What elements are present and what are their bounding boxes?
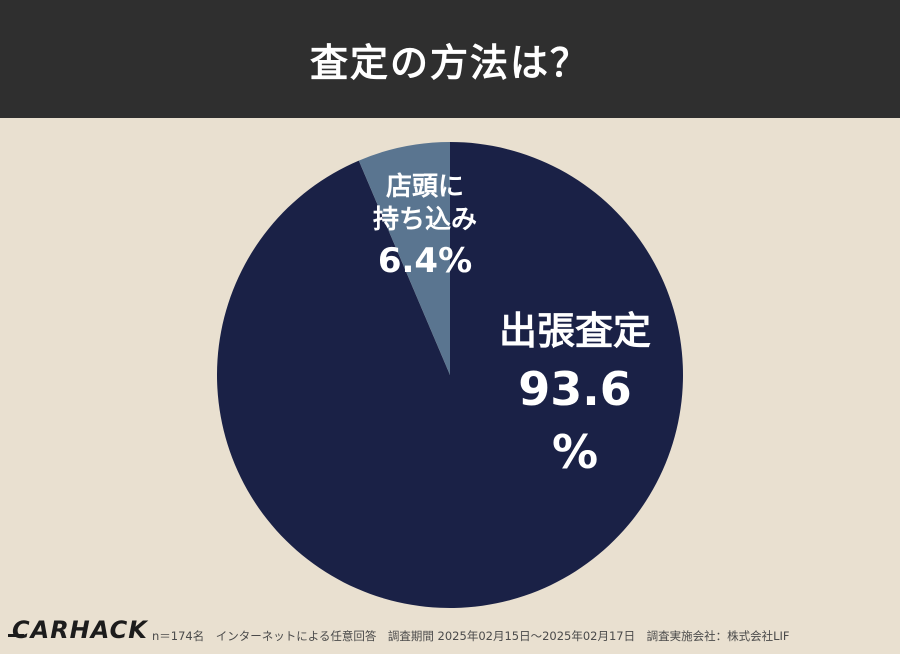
pie-slice-1 [358, 142, 450, 375]
chart-area: 店頭に 持ち込み 6.4% 出張査定 93.6 % [0, 118, 900, 654]
slice-value-store: 6.4% [377, 241, 473, 281]
slice-value-onsite: 93.6 [518, 361, 632, 416]
header-bar: 査定の方法は？ [0, 0, 900, 118]
slice-unit-onsite: % [551, 425, 599, 480]
slice-label-onsite: 出張査定 93.6 % [480, 308, 670, 482]
slice-label-store-line2: 持ち込み [372, 204, 477, 235]
pie-chart [216, 142, 683, 608]
page-title: 査定の方法は？ [309, 40, 590, 85]
slice-label-store-line1: 店頭に [385, 172, 464, 202]
footer: CARHACK n＝174名 インターネットによる任意回答 調査期間 2025年… [0, 608, 900, 654]
carhack-logo: CARHACK [8, 616, 148, 644]
slice-label-store: 店頭に 持ち込み 6.4% [350, 171, 500, 283]
survey-note: n＝174名 インターネットによる任意回答 調査期間 2025年02月15日〜2… [152, 629, 790, 643]
slice-label-onsite-name: 出張査定 [498, 309, 651, 353]
